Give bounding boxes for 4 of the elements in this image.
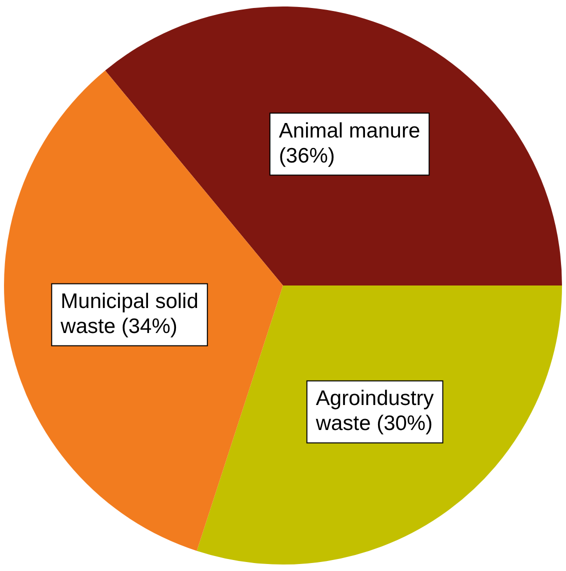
slice-label: Municipal solid waste (34%) [60, 290, 198, 338]
data-label: (36%) [278, 144, 335, 168]
slice-label: Agroindustry waste (30%) [314, 387, 434, 436]
slice-label: Animal manure [278, 119, 420, 142]
